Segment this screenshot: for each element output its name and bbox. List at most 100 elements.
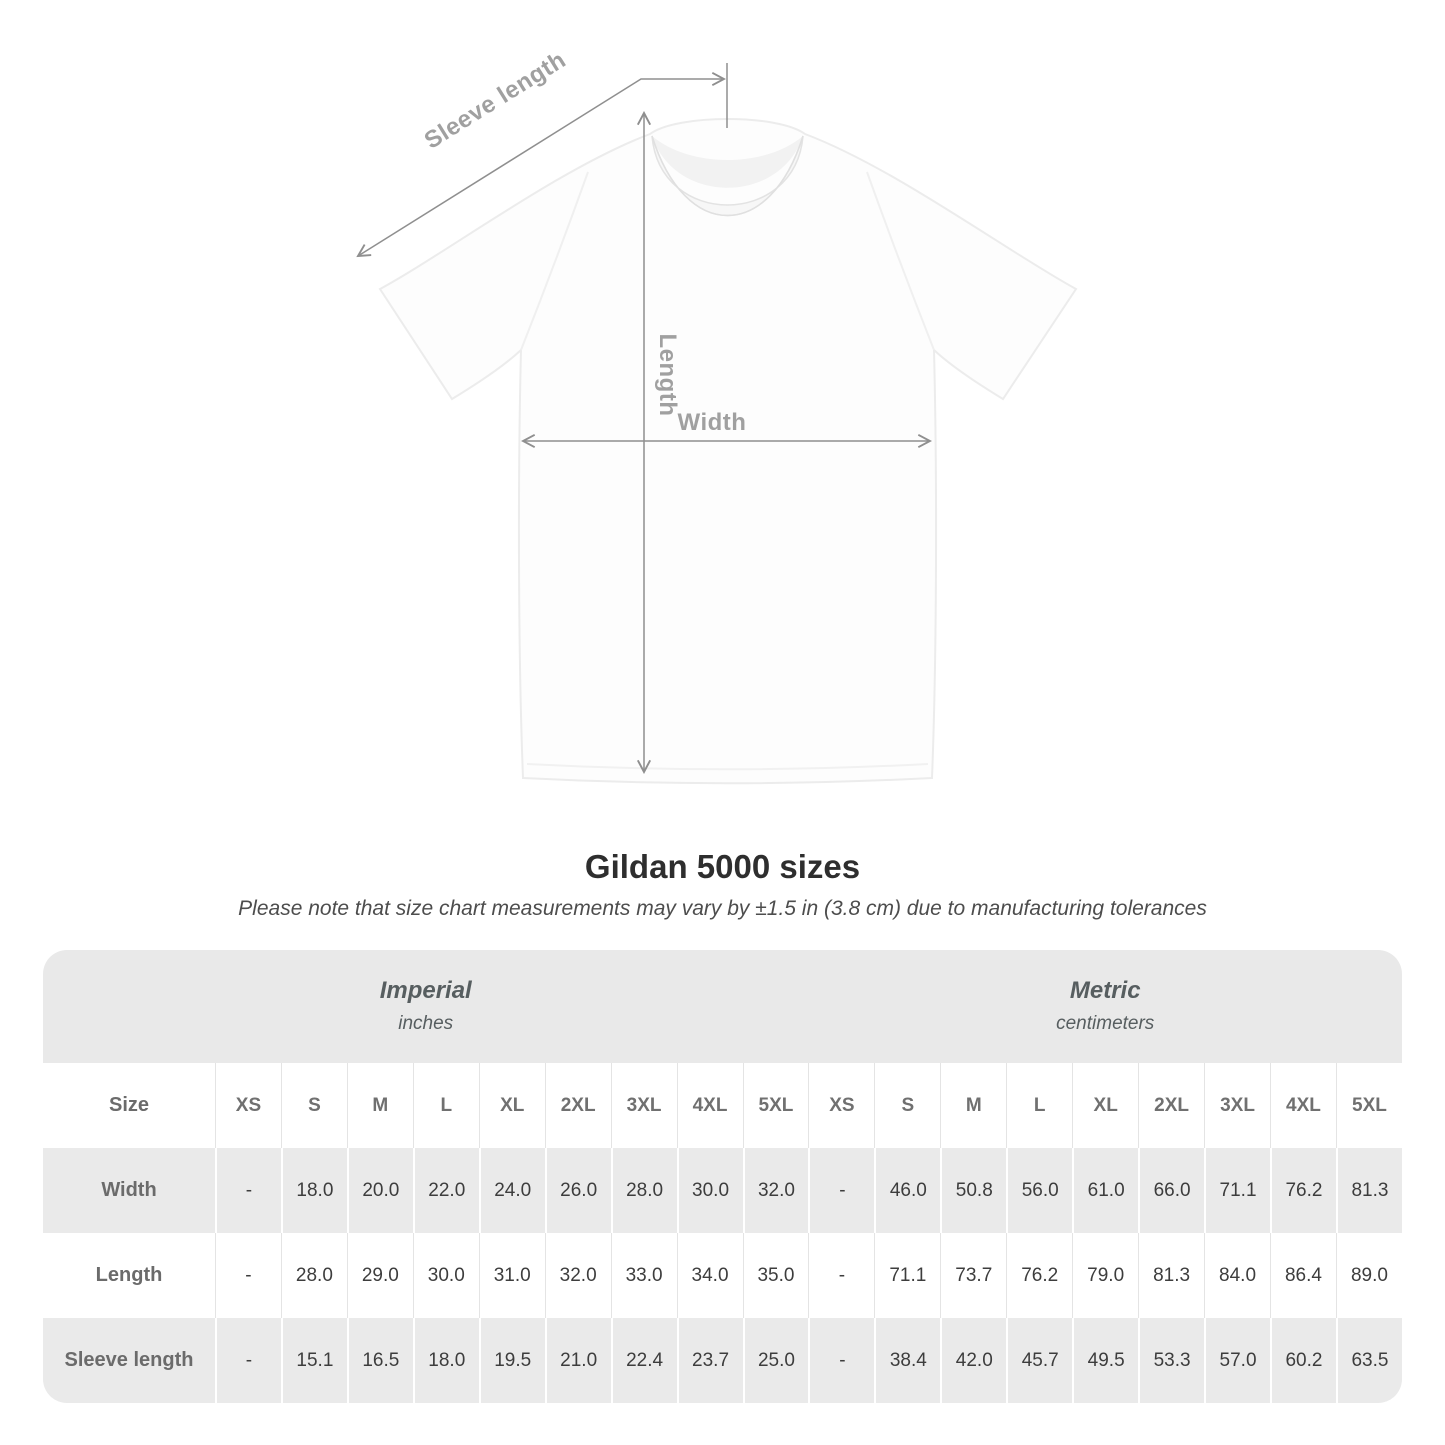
value-cell-imperial: 21.0 (544, 1318, 611, 1403)
row-label: Width (43, 1148, 215, 1233)
value-cell-metric: 49.5 (1072, 1318, 1139, 1403)
value-cell-imperial: 30.0 (676, 1148, 743, 1233)
size-table-container: Imperial inches Metric centimeters Size … (43, 950, 1402, 1403)
size-header-cell-metric: S (874, 1063, 941, 1148)
value-cell-metric: 84.0 (1204, 1233, 1270, 1318)
value-cell-metric: - (808, 1318, 875, 1403)
size-header-cell-imperial: 3XL (610, 1063, 677, 1148)
hem-stitch (526, 763, 929, 771)
tshirt-body (378, 118, 1078, 785)
size-header-cell-metric: 4XL (1270, 1063, 1336, 1148)
size-table: Imperial inches Metric centimeters Size … (43, 950, 1402, 1403)
value-cell-metric: 76.2 (1270, 1148, 1336, 1233)
value-cell-metric: 60.2 (1270, 1318, 1336, 1403)
size-header-cell-metric: XL (1072, 1063, 1139, 1148)
size-header-cell-metric: XS (808, 1063, 875, 1148)
sleeve-length-arrow (356, 71, 727, 258)
size-header-cell-metric: L (1006, 1063, 1073, 1148)
value-cell-metric: 86.4 (1270, 1233, 1336, 1318)
value-cell-metric: 42.0 (940, 1318, 1007, 1403)
value-cell-metric: 57.0 (1204, 1318, 1270, 1403)
value-cell-imperial: 20.0 (346, 1148, 413, 1233)
size-header-cell-metric: 5XL (1335, 1063, 1402, 1148)
value-cell-imperial: 28.0 (610, 1148, 677, 1233)
value-cell-imperial: 26.0 (544, 1148, 611, 1233)
value-cell-metric: 50.8 (940, 1148, 1007, 1233)
value-cell-imperial: 30.0 (412, 1233, 479, 1318)
value-cell-imperial: 34.0 (676, 1233, 743, 1318)
size-header-cell-imperial: XS (215, 1063, 281, 1148)
size-header-cell-imperial: 4XL (676, 1063, 743, 1148)
value-cell-imperial: - (215, 1148, 281, 1233)
value-cell-metric: 73.7 (940, 1233, 1007, 1318)
value-cell-imperial: - (215, 1318, 281, 1403)
value-cell-metric: 66.0 (1138, 1148, 1205, 1233)
size-header-label: Size (43, 1063, 215, 1148)
row-label: Sleeve length (43, 1318, 215, 1403)
value-cell-imperial: 16.5 (346, 1318, 413, 1403)
value-cell-metric: 45.7 (1006, 1318, 1073, 1403)
value-cell-metric: 46.0 (874, 1148, 941, 1233)
tshirt-figure (378, 118, 1078, 785)
page-title: Gildan 5000 sizes (584, 848, 861, 885)
value-cell-imperial: - (215, 1233, 281, 1318)
value-cell-imperial: 18.0 (280, 1148, 347, 1233)
value-cell-imperial: 32.0 (742, 1148, 809, 1233)
measurement-row: Sleeve length -15.1 16.5 18.0 19.5 21.0 22.4 23… (43, 1318, 1402, 1403)
value-cell-imperial: 19.5 (478, 1318, 545, 1403)
tolerance-note: Please note that size chart measurements… (238, 897, 1207, 920)
size-header-cell-metric: M (940, 1063, 1007, 1148)
value-cell-imperial: 32.0 (544, 1233, 611, 1318)
value-cell-metric: - (808, 1233, 875, 1318)
value-cell-imperial: 18.0 (412, 1318, 479, 1403)
value-cell-imperial: 28.0 (280, 1233, 347, 1318)
length-label: Length (654, 334, 681, 417)
metric-group-unit: centimeters (1056, 1013, 1155, 1034)
metric-group-header: Metric centimeters (808, 950, 1402, 1063)
measurement-row: Length -28.0 29.0 30.0 31.0 32.0 33.0 34.0 35.0-… (43, 1233, 1402, 1318)
imperial-group-header: Imperial inches (43, 950, 809, 1063)
value-cell-imperial: 15.1 (280, 1318, 347, 1403)
size-header-cell-imperial: L (412, 1063, 479, 1148)
value-cell-metric: 71.1 (874, 1233, 941, 1318)
value-cell-metric: 76.2 (1006, 1233, 1073, 1318)
value-cell-metric: 38.4 (874, 1318, 941, 1403)
size-header-cell-imperial: S (280, 1063, 347, 1148)
value-cell-imperial: 24.0 (478, 1148, 545, 1233)
size-header-row: Size XS S M L XL 2XL 3XL 4XL 5XL XS S M L XL 2XL 3XL 4XL… (43, 1063, 1402, 1148)
tshirt-measurement-diagram: Sleeve length Length Width (356, 46, 1078, 785)
metric-group-name: Metric (1069, 977, 1141, 1004)
value-cell-metric: 56.0 (1006, 1148, 1073, 1233)
size-header-cell-imperial: M (346, 1063, 413, 1148)
value-cell-imperial: 25.0 (742, 1318, 809, 1403)
sleeve-length-label: Sleeve length (420, 46, 571, 154)
value-cell-metric: 81.3 (1335, 1148, 1402, 1233)
row-label: Length (43, 1233, 215, 1318)
value-cell-imperial: 29.0 (346, 1233, 413, 1318)
value-cell-metric: 89.0 (1335, 1233, 1402, 1318)
imperial-group-name: Imperial (379, 977, 472, 1004)
size-header-cell-metric: 3XL (1204, 1063, 1270, 1148)
width-label: Width (678, 409, 747, 436)
measurement-arrows (356, 63, 933, 775)
value-cell-imperial: 31.0 (478, 1233, 545, 1318)
value-cell-metric: 53.3 (1138, 1318, 1205, 1403)
value-cell-metric: 81.3 (1138, 1233, 1205, 1318)
unit-group-row: Imperial inches Metric centimeters (43, 950, 1402, 1063)
value-cell-metric: 63.5 (1335, 1318, 1402, 1403)
size-header-cell-metric: 2XL (1138, 1063, 1205, 1148)
value-cell-imperial: 33.0 (610, 1233, 677, 1318)
value-cell-metric: 79.0 (1072, 1233, 1139, 1318)
value-cell-imperial: 23.7 (676, 1318, 743, 1403)
measurement-row: Width -18.0 20.0 22.0 24.0 26.0 28.0 30.0 32.0-4… (43, 1148, 1402, 1233)
size-header-cell-imperial: 2XL (544, 1063, 611, 1148)
value-cell-imperial: 22.4 (610, 1318, 677, 1403)
value-cell-imperial: 22.0 (412, 1148, 479, 1233)
value-cell-imperial: 35.0 (742, 1233, 809, 1318)
value-cell-metric: 71.1 (1204, 1148, 1270, 1233)
size-header-cell-imperial: XL (478, 1063, 545, 1148)
imperial-group-unit: inches (398, 1013, 454, 1034)
size-header-cell-imperial: 5XL (742, 1063, 809, 1148)
right-sleeve-seam (866, 171, 935, 351)
